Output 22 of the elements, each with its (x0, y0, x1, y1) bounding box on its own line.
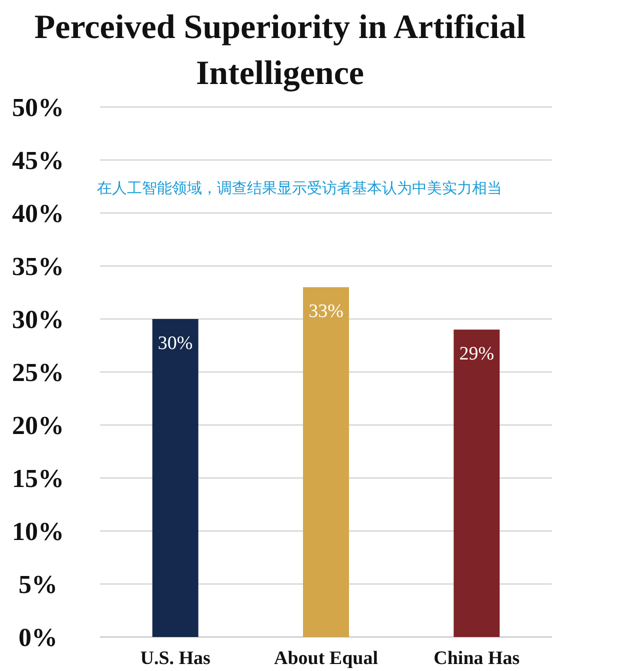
y-tick-label: 45% (12, 146, 64, 175)
y-tick-label: 20% (12, 411, 64, 440)
data-label: 33% (308, 301, 344, 322)
y-tick-label: 10% (12, 517, 64, 546)
y-tick-label: 30% (12, 305, 64, 334)
x-tick-label: China Has (434, 648, 520, 669)
x-tick-label: About Equal (274, 648, 378, 669)
bar (454, 330, 500, 637)
y-tick-label: 0% (18, 623, 58, 652)
y-tick-label: 25% (12, 358, 64, 387)
y-tick-label: 40% (12, 199, 64, 228)
data-label: 30% (158, 333, 193, 354)
chart-title: Perceived Superiority in Artificial Intelligence (34, 9, 526, 92)
y-tick-label: 5% (18, 570, 58, 599)
data-label: 29% (459, 344, 494, 365)
annotation: 在人工智能领域，调查结果显示受访者基本认为中美实力相当 (97, 179, 502, 197)
x-tick-label: U.S. Has (140, 648, 210, 669)
y-tick-label: 15% (12, 464, 64, 493)
y-tick-label: 50% (12, 93, 64, 122)
bar (303, 287, 349, 637)
bar (152, 319, 198, 637)
y-tick-label: 35% (12, 252, 64, 281)
